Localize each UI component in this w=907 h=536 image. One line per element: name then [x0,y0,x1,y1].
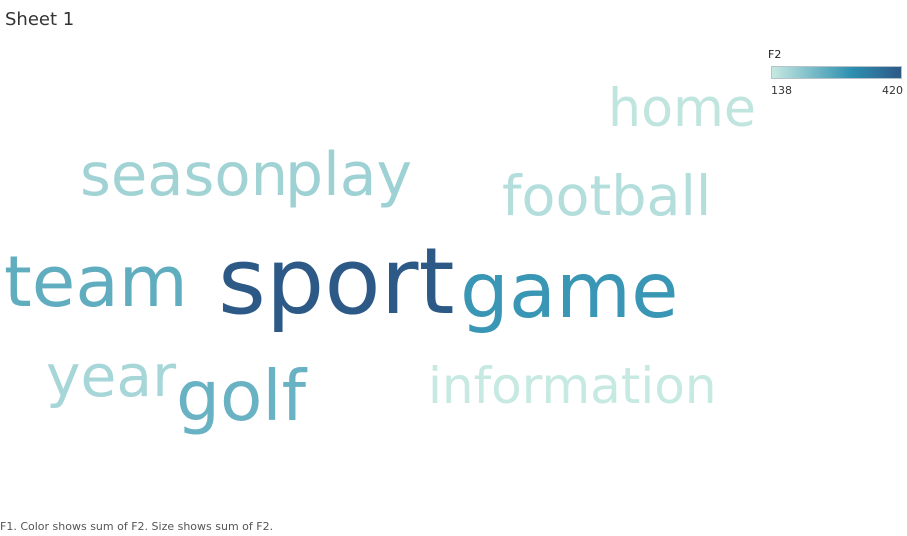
legend-title: F2 [768,48,782,61]
sheet-title: Sheet 1 [5,9,75,30]
word-game[interactable]: game [460,247,678,336]
word-team[interactable]: team [4,240,188,323]
legend-max-label: 420 [882,84,903,97]
word-home[interactable]: home [608,79,756,139]
word-year[interactable]: year [46,342,176,410]
word-football[interactable]: football [502,164,711,229]
word-play[interactable]: play [285,140,412,210]
word-sport[interactable]: sport [218,228,455,335]
word-information[interactable]: information [428,357,717,415]
color-legend[interactable]: F2 138 420 [767,46,905,100]
legend-min-label: 138 [771,84,792,97]
word-golf[interactable]: golf [176,357,308,437]
word-season[interactable]: season [80,140,288,209]
caption-note: F1. Color shows sum of F2. Size shows su… [0,520,274,533]
legend-gradient-bar [771,66,902,79]
